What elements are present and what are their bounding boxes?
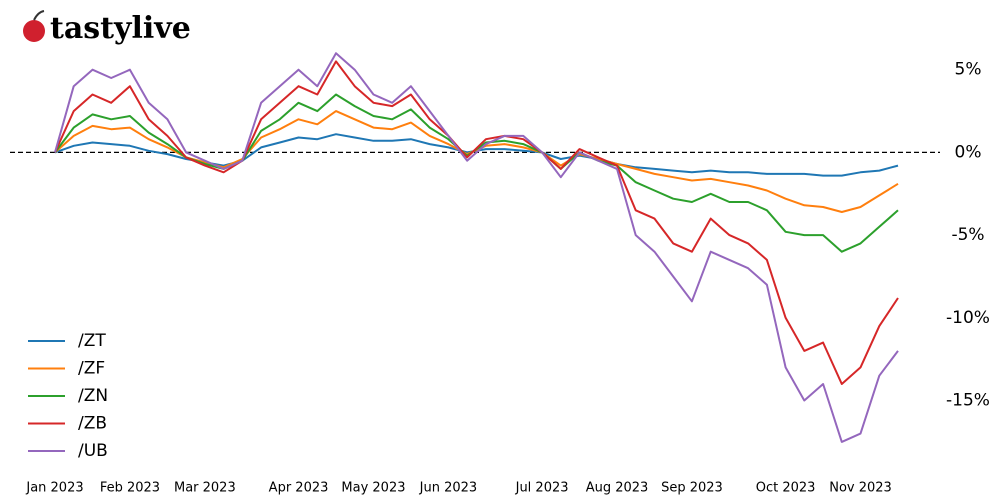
logo-text: tastylive — [50, 11, 191, 46]
series-line — [54, 60, 899, 385]
y-tick-label: 5% — [955, 60, 982, 80]
y-tick-label: -5% — [951, 225, 984, 245]
x-tick-label: Jun 2023 — [419, 481, 478, 496]
y-tick-label: -10% — [946, 308, 990, 328]
logo-stem — [33, 10, 45, 21]
legend-label: /ZB — [78, 414, 107, 434]
x-tick-label: May 2023 — [341, 481, 405, 496]
legend-label: /ZF — [78, 359, 105, 379]
x-tick-label: Aug 2023 — [586, 481, 649, 496]
x-tick-label: Mar 2023 — [174, 481, 236, 496]
x-tick-label: Jan 2023 — [25, 481, 83, 496]
x-tick-label: Oct 2023 — [756, 481, 816, 496]
series-line — [54, 110, 899, 213]
legend-label: /UB — [78, 441, 108, 461]
y-tick-label: -15% — [946, 391, 990, 411]
legend-label: /ZN — [78, 386, 108, 406]
logo: tastylive — [23, 10, 191, 46]
x-tick-label: Feb 2023 — [100, 481, 160, 496]
y-tick-label: 0% — [955, 142, 982, 162]
legend-label: /ZT — [78, 331, 106, 351]
x-tick-label: Nov 2023 — [829, 481, 892, 496]
x-tick-label: Jul 2023 — [515, 481, 569, 496]
logo-icon — [23, 20, 45, 42]
x-tick-label: Apr 2023 — [269, 481, 329, 496]
series-line — [54, 52, 899, 443]
x-tick-label: Sep 2023 — [661, 481, 723, 496]
